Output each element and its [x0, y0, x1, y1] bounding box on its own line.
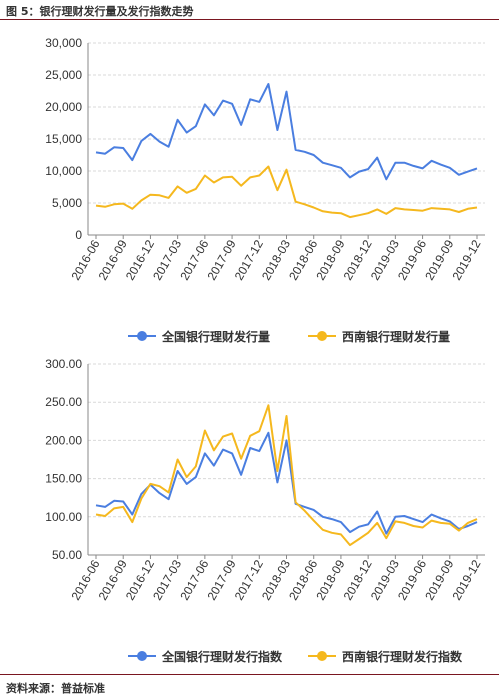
y-tick-label: 30,000	[45, 36, 82, 50]
legend-label: 西南银行理财发行指数	[342, 649, 463, 664]
y-tick-label: 100.00	[45, 510, 82, 524]
series-line-2	[95, 165, 478, 219]
legend-label: 全国银行理财发行量	[161, 329, 270, 344]
y-tick-label: 5,000	[52, 196, 82, 210]
y-tick-label: 200.00	[45, 433, 82, 447]
y-tick-label: 250.00	[45, 395, 82, 409]
y-tick-label: 15,000	[45, 132, 82, 146]
legend-swatch-marker	[317, 651, 327, 661]
y-tick-label: 10,000	[45, 164, 82, 178]
y-tick-label: 50.00	[52, 548, 82, 562]
title-rule	[0, 19, 499, 20]
y-tick-label: 25,000	[45, 68, 82, 82]
issuance-index-chart: 50.00100.00150.00200.00250.00300.002016-…	[45, 357, 485, 664]
legend-swatch-marker	[137, 651, 147, 661]
legend-label: 全国银行理财发行指数	[161, 649, 283, 664]
footer-rule	[0, 674, 499, 675]
source-note: 资料来源：普益标准	[6, 682, 105, 695]
issuance-volume-chart: 05,00010,00015,00020,00025,00030,0002016…	[45, 36, 485, 344]
legend-swatch-marker	[317, 331, 327, 341]
legend-label: 西南银行理财发行量	[342, 329, 450, 344]
series-line-1	[95, 431, 478, 535]
y-tick-label: 0	[75, 228, 82, 242]
y-tick-label: 150.00	[45, 472, 82, 486]
series-line-1	[95, 83, 478, 181]
series-line-2	[95, 404, 478, 547]
figure-title: 图 5：银行理财发行量及发行指数走势	[6, 5, 194, 18]
y-tick-label: 20,000	[45, 100, 82, 114]
y-tick-label: 300.00	[45, 357, 82, 371]
legend-swatch-marker	[137, 331, 147, 341]
